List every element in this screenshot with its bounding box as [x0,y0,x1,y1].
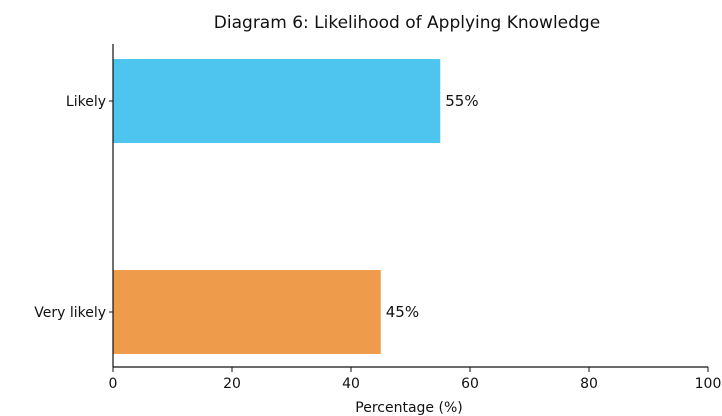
bar-very-likely [113,270,381,354]
bars-group: 55% 45% [113,59,479,354]
x-tick-label-20: 20 [223,376,241,392]
value-label-very-likely: 45% [386,303,419,321]
y-tick-label-very-likely: Very likely [34,305,106,321]
x-axis-label: Percentage (%) [355,400,462,416]
bar-likely [113,59,441,143]
x-tick-label-100: 100 [695,376,722,392]
x-tick-label-60: 60 [461,376,479,392]
x-tick-label-0: 0 [109,376,118,392]
x-tick-label-40: 40 [342,376,360,392]
axes-group: Likely Very likely 0 20 40 60 80 100 [34,44,721,392]
value-label-likely: 55% [445,92,478,110]
x-tick-label-80: 80 [580,376,598,392]
y-tick-label-likely: Likely [66,94,106,110]
chart-title: Diagram 6: Likelihood of Applying Knowle… [214,13,600,33]
